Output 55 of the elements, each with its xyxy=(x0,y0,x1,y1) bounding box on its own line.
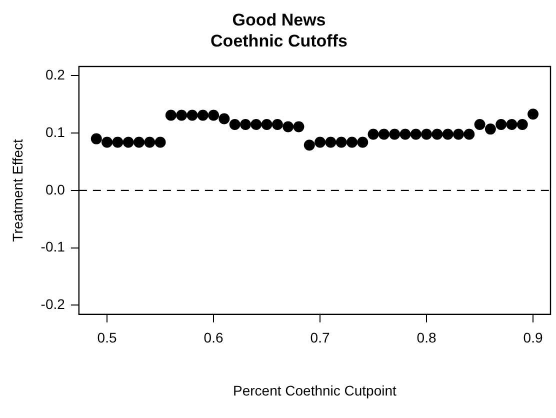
point xyxy=(516,118,528,130)
y-tick-label: 0.2 xyxy=(45,66,66,83)
point xyxy=(378,128,390,140)
point xyxy=(197,110,208,121)
point xyxy=(346,136,358,148)
point xyxy=(432,128,443,140)
y-tick-label: -0.1 xyxy=(40,238,66,255)
point xyxy=(250,118,262,130)
y-axis-title: Treatment Effect xyxy=(9,138,26,242)
point xyxy=(400,128,411,140)
point xyxy=(304,140,315,151)
point xyxy=(229,118,240,130)
point xyxy=(133,136,144,148)
point xyxy=(452,128,464,140)
point xyxy=(282,121,294,132)
point xyxy=(325,136,336,148)
point xyxy=(112,136,124,148)
point xyxy=(218,113,230,124)
x-axis-title: Percent Coethnic Cutpoint xyxy=(232,382,397,398)
point xyxy=(144,136,156,148)
point xyxy=(442,128,454,140)
point xyxy=(90,133,102,144)
y-tick-label: -0.2 xyxy=(40,296,66,312)
point xyxy=(186,110,198,121)
point xyxy=(336,136,347,148)
point xyxy=(261,118,272,130)
x-tick-label: 0.7 xyxy=(310,330,330,346)
y-tick-label: 0.0 xyxy=(45,181,66,198)
point xyxy=(368,128,379,140)
point xyxy=(314,136,326,148)
point xyxy=(528,108,539,120)
point xyxy=(464,128,475,140)
point xyxy=(176,110,188,121)
point xyxy=(389,128,400,140)
point xyxy=(154,136,166,148)
point xyxy=(496,118,507,130)
point xyxy=(272,118,283,130)
point xyxy=(484,124,496,135)
x-tick-label: 0.6 xyxy=(204,330,224,346)
y-tick-label: 0.1 xyxy=(45,124,66,140)
point xyxy=(208,110,220,121)
x-tick-label: 0.9 xyxy=(523,330,543,346)
point xyxy=(240,118,251,130)
point xyxy=(122,136,134,148)
point xyxy=(293,121,304,132)
point xyxy=(506,118,518,130)
point xyxy=(165,110,176,121)
point xyxy=(474,118,486,130)
point xyxy=(357,136,368,148)
x-tick-label: 0.8 xyxy=(416,330,436,346)
x-tick-label: 0.5 xyxy=(97,330,117,346)
chart-title: Good News Coethnic Cutoffs xyxy=(210,10,348,51)
point xyxy=(102,136,113,148)
point xyxy=(410,128,422,140)
point xyxy=(421,128,432,140)
